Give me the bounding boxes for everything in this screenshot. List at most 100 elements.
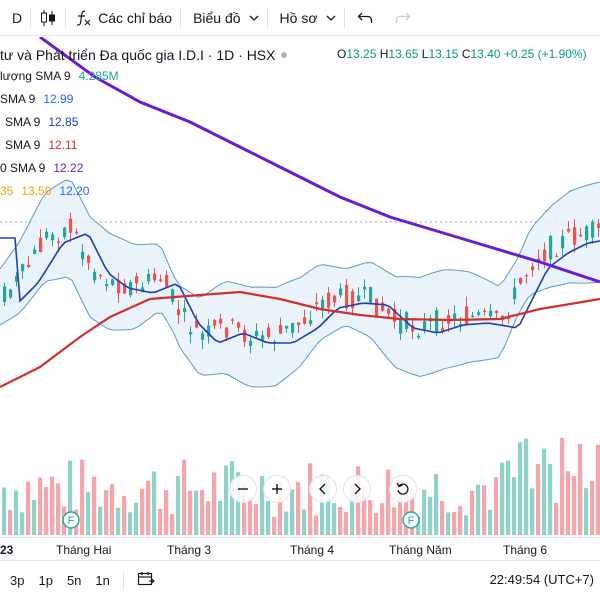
volume-bar	[590, 480, 595, 535]
candle-body	[393, 308, 397, 322]
candle-body	[177, 309, 181, 316]
clock-timezone[interactable]: 22:49:54 (UTC+7)	[489, 572, 594, 587]
indicator-name: SMA 9	[0, 92, 36, 106]
volume-bar	[560, 437, 565, 535]
scroll-right-button[interactable]	[343, 475, 371, 503]
candle-body	[543, 249, 547, 262]
date-range-button[interactable]	[130, 571, 162, 590]
candle-style-button[interactable]	[31, 0, 65, 36]
time-axis-label: 23	[0, 543, 14, 557]
candle-body	[345, 285, 349, 309]
volume-bar	[32, 499, 37, 535]
volume-bar	[302, 509, 307, 535]
candle-body	[321, 299, 325, 311]
volume-bar	[266, 500, 271, 535]
range-button-1p[interactable]: 1p	[38, 573, 53, 588]
candle-body	[135, 276, 139, 284]
toolbar-divider	[180, 7, 182, 28]
indicator-name: 0 SMA 9	[0, 161, 46, 175]
volume-bar	[86, 491, 91, 535]
interval-label: D	[12, 9, 23, 26]
open-label: O	[337, 47, 347, 61]
zoom-controls	[229, 475, 423, 503]
candle-body	[147, 273, 151, 282]
indicator-legend-sma-4[interactable]: 0 SMA 9 12.22	[0, 159, 91, 177]
volume-bar	[2, 487, 7, 535]
volume-bar	[350, 484, 355, 535]
candle-body	[195, 320, 199, 328]
candle-body	[513, 287, 517, 300]
redo-button[interactable]	[385, 0, 421, 36]
volume-bar	[260, 475, 265, 535]
indicator-legend-volume-sma[interactable]: lượng SMA 9 4.285M	[0, 67, 127, 85]
candle-body	[435, 310, 439, 333]
volume-bar	[188, 490, 193, 535]
volume-bar	[224, 465, 229, 535]
indicator-legend-sma-2[interactable]: SMA 9 12.85	[5, 113, 86, 131]
volume-bar	[296, 481, 301, 535]
volume-bar	[320, 474, 325, 535]
candle-body	[483, 310, 487, 312]
range-button-1n[interactable]: 1n	[95, 573, 110, 588]
time-axis[interactable]: 23 Tháng Hai Tháng 3 Tháng 4 Tháng Năm T…	[0, 537, 600, 559]
volume-bar	[512, 477, 517, 535]
volume-bar	[278, 481, 283, 535]
volume-bar	[50, 476, 55, 535]
candle-body	[99, 275, 103, 277]
volume-bar	[326, 477, 331, 535]
profile-dropdown[interactable]: Hồ sơ	[268, 0, 344, 36]
indicator-value: 4.285M	[78, 69, 119, 83]
volume-bar	[26, 481, 31, 535]
function-icon	[77, 9, 91, 26]
bottombar-divider	[122, 571, 124, 590]
zoom-out-button[interactable]	[229, 475, 257, 503]
volume-bar	[164, 489, 169, 535]
volume-bar	[176, 476, 181, 535]
candle-body	[405, 312, 409, 329]
candle-body	[309, 320, 313, 325]
volume-bar	[200, 489, 205, 535]
indicators-button[interactable]: Các chỉ báo	[66, 0, 180, 36]
candle-body	[183, 308, 187, 313]
candle-body	[9, 289, 13, 298]
candle-body	[75, 231, 79, 234]
undo-button[interactable]	[345, 0, 385, 36]
candle-body	[441, 328, 445, 332]
candle-body	[591, 221, 595, 238]
candle-body	[471, 315, 475, 317]
candle-body	[567, 228, 571, 232]
range-button-3p[interactable]: 3p	[10, 573, 25, 588]
event-marker-label: F	[68, 515, 75, 527]
candle-body	[297, 322, 301, 325]
candle-body	[87, 255, 91, 264]
zoom-in-button[interactable]	[263, 475, 291, 503]
top-toolbar: D Các chỉ báo Biểu đồ Hồ sơ	[0, 0, 600, 36]
reset-chart-button[interactable]	[389, 475, 417, 503]
volume-bar	[14, 490, 19, 535]
volume-bar	[332, 503, 337, 535]
volume-bar	[116, 507, 121, 535]
candle-body	[231, 319, 235, 321]
volume-bar	[152, 471, 157, 535]
toolbar-divider	[343, 7, 345, 28]
indicator-legend-sma-3[interactable]: SMA 9 12.11	[5, 136, 86, 154]
symbol-legend[interactable]: tư và Phát triển Đa quốc gia I.D.I · 1D …	[0, 45, 288, 65]
chart-type-label: Biểu đồ	[193, 9, 241, 26]
volume-bar	[584, 488, 589, 535]
candle-body	[489, 310, 493, 317]
reset-icon	[396, 482, 409, 495]
indicator-legend-bollinger[interactable]: 35 13.50 12.20	[0, 182, 97, 200]
range-button-5n[interactable]: 5n	[66, 573, 82, 588]
candle-body	[597, 223, 600, 228]
scroll-left-button[interactable]	[309, 475, 337, 503]
chart-type-dropdown[interactable]: Biểu đồ	[181, 0, 266, 36]
time-axis-label: Tháng Năm	[389, 543, 452, 557]
indicator-legend-sma-1[interactable]: SMA 9 12.99	[0, 90, 81, 108]
interval-button[interactable]: D	[0, 0, 30, 36]
candle-body	[303, 317, 307, 324]
chevron-down-icon	[326, 15, 335, 21]
chevron-down-icon	[249, 15, 259, 21]
indicator-name: 35	[0, 184, 14, 198]
